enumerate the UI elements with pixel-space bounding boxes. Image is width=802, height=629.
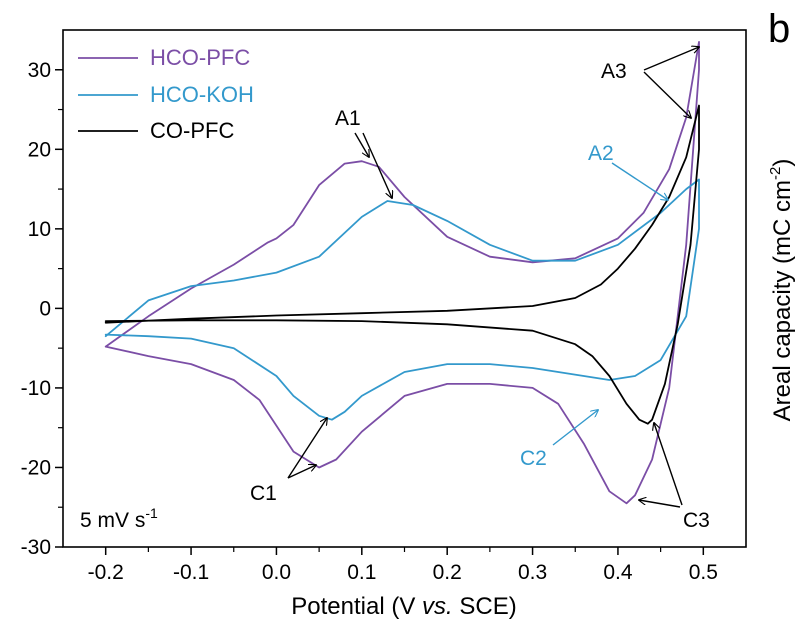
scan-rate-label: 5 mV s-1 — [80, 505, 158, 532]
y-tick-label: -10 — [21, 377, 51, 400]
annotation-a3: A3 — [601, 60, 627, 83]
x-tick-label: 0.3 — [518, 561, 547, 584]
annotation-c3: C3 — [683, 509, 710, 532]
series-line-co-pfc — [104, 104, 700, 425]
x-tick-label: -0.2 — [88, 561, 124, 584]
y-tick-label: 20 — [28, 138, 51, 161]
annotation-a2-arrow — [611, 162, 668, 200]
annotation-a1: A1 — [335, 107, 361, 130]
series-line-hco-pfc — [104, 41, 700, 505]
x-tick-label: -0.1 — [173, 561, 209, 584]
annotation-c1-arrow-2 — [287, 418, 327, 479]
y-tick-label: 30 — [28, 59, 51, 82]
y-axis-ticks: -30 -20 -10 0 10 20 30 — [21, 59, 63, 559]
y-tick-label: 0 — [39, 297, 51, 320]
panel-label: b — [768, 7, 790, 51]
annotation-a2: A2 — [588, 142, 614, 165]
x-tick-label: 0.1 — [347, 561, 376, 584]
plot-frame — [62, 29, 747, 548]
annotation-c3-arrow-2 — [654, 423, 683, 506]
x-axis-ticks: -0.2 -0.1 0.0 0.1 0.2 0.3 0.4 0.5 — [88, 547, 718, 584]
annotation-c1-arrow-1 — [287, 465, 316, 479]
x-axis-title: Potential (V vs. SCE) — [291, 593, 516, 620]
annotation-a3-arrow-1 — [643, 47, 699, 71]
x-tick-label: 0.5 — [689, 561, 718, 584]
legend-label-hco-pfc: HCO-PFC — [150, 45, 250, 70]
peak-annotations: A1 A2 A3 C1 C2 C3 — [250, 47, 710, 532]
y-tick-label: -30 — [21, 536, 51, 559]
x-tick-label: 0.2 — [433, 561, 462, 584]
annotation-c3-arrow-1 — [639, 500, 681, 508]
series-line-hco-koh — [104, 178, 700, 421]
y-tick-label: -20 — [21, 456, 51, 479]
annotation-c2-arrow — [552, 410, 598, 446]
x-tick-label: 0.0 — [262, 561, 291, 584]
annotation-c2: C2 — [520, 447, 547, 470]
legend-label-co-pfc: CO-PFC — [150, 118, 234, 143]
annotation-a3-arrow-2 — [643, 71, 691, 118]
annotation-a1-arrow-2 — [362, 132, 392, 198]
legend: HCO-PFC HCO-KOH CO-PFC — [78, 45, 254, 143]
y-axis-title: Areal capacity (mC cm-2) — [767, 159, 796, 422]
series-layer — [104, 41, 700, 505]
legend-label-hco-koh: HCO-KOH — [150, 82, 254, 107]
annotation-a1-arrow-1 — [354, 132, 369, 157]
y-tick-label: 10 — [28, 218, 51, 241]
annotation-c1: C1 — [250, 482, 277, 505]
x-tick-label: 0.4 — [603, 561, 633, 584]
